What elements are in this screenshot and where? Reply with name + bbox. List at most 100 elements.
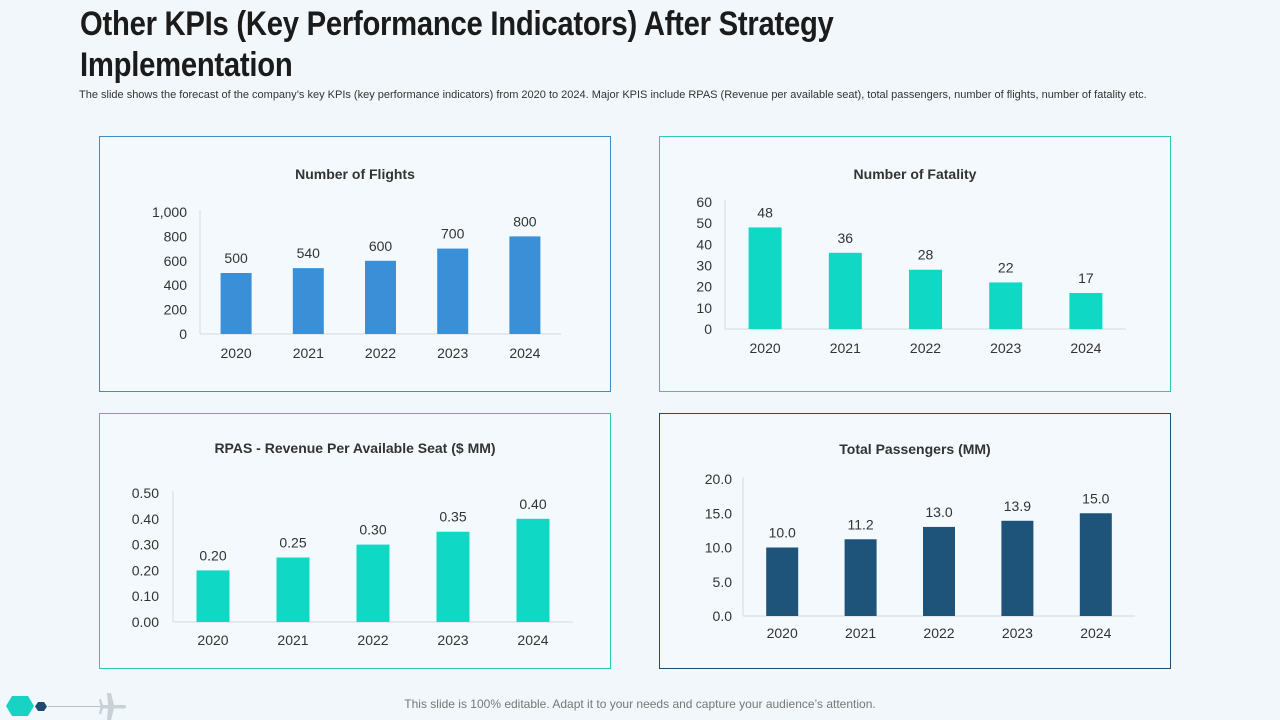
fatality-chart-title: Number of Fatality [853,166,977,182]
bar [989,282,1023,329]
y-tick-label: 0.20 [132,562,159,578]
x-tick-label: 2023 [990,340,1021,356]
y-tick-label: 30 [696,258,712,274]
bar [748,227,782,329]
bar-value-label: 22 [998,259,1014,275]
bar-value-label: 600 [369,238,393,254]
x-tick-label: 2020 [221,345,252,361]
bar-value-label: 36 [838,230,854,246]
flights-chart-panel: Number of Flights 0 200 400 600 800 1,000 500 2… [99,136,611,392]
flights-chart-title: Number of Flights [295,166,415,182]
bar [365,260,396,334]
y-tick-label: 0.40 [132,511,159,527]
y-tick-label: 10 [696,300,712,316]
airplane-icon [99,693,126,720]
x-tick-label: 2023 [437,345,468,361]
y-tick-label: 60 [696,194,712,210]
x-tick-label: 2020 [767,625,798,641]
y-tick-label: 0 [179,326,187,342]
y-tick-label: 400 [164,277,188,293]
bar [844,539,877,616]
bar-value-label: 28 [918,247,934,263]
bar-value-label: 11.2 [847,516,873,532]
x-tick-label: 2023 [437,632,468,648]
bar-value-label: 800 [513,213,537,229]
fatality-chart: 0 10 20 30 40 50 60 48 2020 36 2021 28 2022 22 2023 17 2… [696,194,1126,356]
footer-note: This slide is 100% editable. Adapt it to… [404,697,876,711]
bar-value-label: 17 [1078,270,1094,286]
y-tick-label: 20 [696,279,712,295]
x-tick-label: 2020 [750,340,781,356]
bar-value-label: 500 [224,250,248,266]
passengers-chart-panel: Total Passengers (MM) 0.0 5.0 10.0 15.0 20.0… [659,413,1171,669]
bar-value-label: 0.30 [359,522,386,538]
x-tick-label: 2021 [830,340,861,356]
x-tick-label: 2021 [293,345,324,361]
y-tick-label: 15.0 [705,505,732,521]
x-tick-label: 2022 [910,340,941,356]
bar [1069,293,1103,329]
bar-value-label: 10.0 [769,525,796,541]
bar [509,236,541,334]
x-tick-label: 2022 [923,625,954,641]
bar-value-label: 0.20 [199,547,226,563]
hexagon-small-icon [35,702,47,711]
y-tick-label: 40 [696,236,712,252]
bar [766,547,799,616]
bar-value-label: 0.40 [519,496,546,512]
bar-value-label: 13.0 [925,504,952,520]
y-tick-label: 800 [164,228,188,244]
y-tick-label: 1,000 [152,204,187,220]
bar [436,531,470,622]
x-tick-label: 2023 [1002,625,1033,641]
bar [828,252,862,329]
bar [1001,520,1034,616]
y-tick-label: 200 [164,302,188,318]
y-tick-label: 0.30 [132,537,159,553]
y-tick-label: 0.0 [713,608,733,624]
bar-value-label: 0.25 [279,535,306,551]
bar [220,273,252,334]
rpas-chart-title: RPAS - Revenue Per Available Seat ($ MM) [214,440,496,456]
x-tick-label: 2024 [509,345,540,361]
x-tick-label: 2021 [845,625,876,641]
y-tick-label: 5.0 [713,574,733,590]
x-tick-label: 2024 [1080,625,1111,641]
bar [909,269,942,329]
bar [516,518,550,622]
bar-value-label: 15.0 [1082,490,1109,506]
page-subtitle: The slide shows the forecast of the comp… [79,89,1147,101]
y-tick-label: 20.0 [705,471,732,487]
fatality-chart-panel: Number of Fatality 0 10 20 30 40 50 60 48 2020 36… [659,136,1171,392]
hexagon-icon [6,696,34,716]
x-tick-label: 2021 [277,632,308,648]
flights-chart: 0 200 400 600 800 1,000 500 2020 540 2021 600 2022 7… [152,204,561,361]
y-tick-label: 0.00 [132,614,159,630]
y-tick-label: 50 [696,215,712,231]
y-tick-label: 0.10 [132,588,159,604]
bar-value-label: 13.9 [1004,498,1031,514]
x-tick-label: 2022 [365,345,396,361]
bar [276,557,310,622]
bar [1079,513,1112,616]
page-title: Other KPIs (Key Performance Indicators) … [80,5,834,84]
bar [292,268,324,334]
x-tick-label: 2024 [517,632,548,648]
x-tick-label: 2024 [1070,340,1101,356]
footer-decoration [6,693,126,720]
rpas-chart: 0.00 0.10 0.20 0.30 0.40 0.50 0.20 2020 0.25 2021… [132,485,573,648]
passengers-chart-title: Total Passengers (MM) [839,441,991,457]
x-tick-label: 2022 [357,632,388,648]
y-tick-label: 0 [704,321,712,337]
y-tick-label: 0.50 [132,485,159,501]
passengers-chart: 0.0 5.0 10.0 15.0 20.0 10.0 2020 11.2 2021 13.0 20… [705,471,1135,641]
x-tick-label: 2020 [197,632,228,648]
y-tick-label: 600 [164,253,188,269]
y-tick-label: 10.0 [705,540,732,556]
bar [356,544,390,622]
bar [437,248,469,334]
rpas-chart-panel: RPAS - Revenue Per Available Seat ($ MM)… [99,413,611,669]
bar [923,526,955,616]
bar-value-label: 700 [441,226,465,242]
bar-value-label: 0.35 [439,509,466,525]
